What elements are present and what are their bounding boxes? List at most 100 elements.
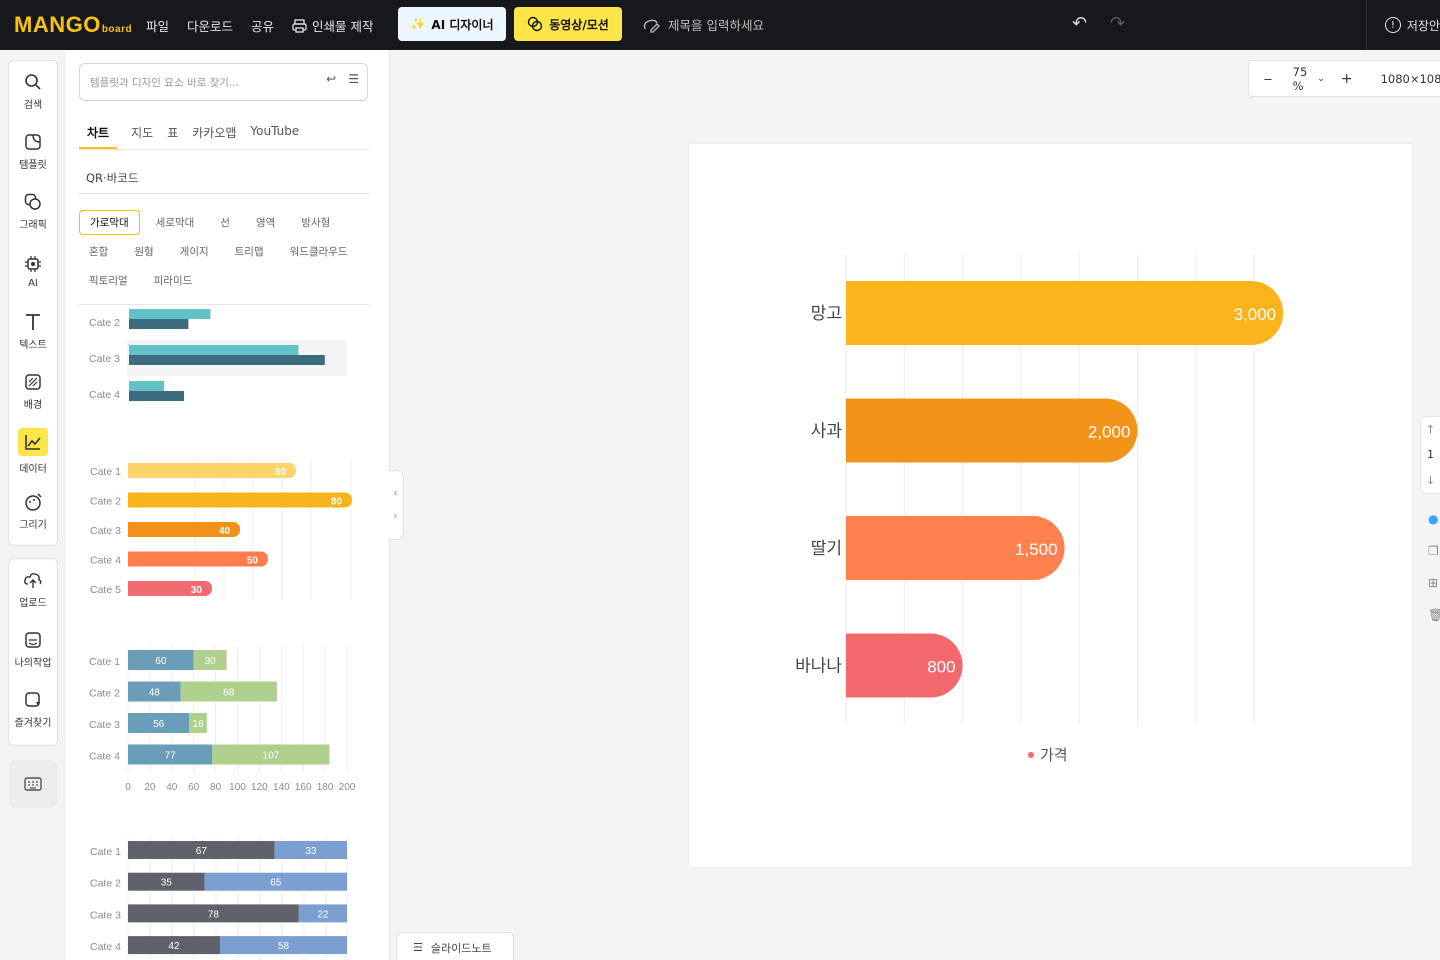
delete-icon[interactable]: 🗑 (1428, 608, 1440, 622)
rail-item-my-work[interactable]: 나의작업 (9, 619, 57, 679)
add-page-icon[interactable]: ⊞ (1428, 576, 1439, 590)
design-artboard[interactable]: 망고 3,000 사과 2,000 딸기 1,500 바나나 800 가격 (689, 144, 1412, 867)
chevron-down-icon[interactable]: ⌄ (1317, 73, 1325, 84)
subtype-gauge[interactable]: 게이지 (179, 246, 209, 258)
subtype-treemap[interactable]: 트리맵 (234, 246, 264, 258)
panel-collapse-toggle[interactable]: ‹ › (388, 470, 404, 540)
logo-suffix: board (101, 24, 133, 35)
tab-kakaomap[interactable]: 카카오맵 (192, 126, 237, 140)
ai-chip-icon (23, 254, 43, 274)
category-label: Cate 4 (89, 751, 120, 763)
bar-series-a (128, 681, 181, 702)
rail-label: 템플릿 (19, 159, 47, 171)
tab-youtube[interactable]: YouTube (250, 124, 300, 138)
value-label: 42 (168, 941, 180, 952)
subtype-wordcloud[interactable]: 워드클라우드 (289, 246, 348, 258)
arrow-up-icon[interactable]: ↑ (1425, 423, 1436, 437)
video-motion-label: 동영상/모션 (549, 17, 609, 32)
category-label: Cate 2 (89, 688, 120, 700)
bar-series-b (204, 872, 347, 891)
rail-label: 검색 (23, 99, 43, 111)
tab-chart[interactable]: 차트 (79, 122, 118, 149)
video-motion-button[interactable]: 동영상/모션 (514, 7, 622, 41)
tab-qr-barcode[interactable]: QR·바코드 (86, 171, 139, 185)
color-palette-icon[interactable]: ● (1428, 512, 1439, 526)
arrow-down-icon[interactable]: ↓ (1425, 473, 1436, 487)
rail-item-graphic[interactable]: 그래픽 (9, 181, 57, 241)
category-label: Cate 2 (90, 878, 121, 890)
data-label: 3,000 (1234, 305, 1277, 324)
thumb-stacked-bar[interactable]: 0 20 40 60 80 100 120 140 160 180 200 Cate 1 60 30 Cat… (89, 646, 356, 793)
bar-1[interactable] (846, 281, 1284, 345)
enter-icon[interactable]: ↩ (326, 72, 337, 86)
title-input[interactable]: 제목을 입력하세요 (642, 15, 764, 34)
rail-item-draw[interactable]: 그리기 (9, 481, 57, 541)
rail-item-favorite[interactable]: 즐겨찾기 (9, 679, 57, 739)
panel-tabs: 차트 지도 표 카카오맵 YouTube (79, 122, 369, 150)
menu-share[interactable]: 공유 (251, 19, 275, 34)
bar (128, 581, 212, 596)
thumb-rounded-bar[interactable]: Cate 1 60 Cate 2 80 Cate 3 40 Cate 4 50 Cate 5 30 (90, 458, 352, 600)
slide-note-label: 슬라이드노트 (430, 941, 492, 955)
list-icon: ☰ (413, 941, 423, 954)
tab-table[interactable]: 표 (167, 126, 179, 140)
copy-page-icon[interactable]: ❐ (1428, 544, 1439, 558)
chart-icon (18, 427, 48, 456)
subtype-area[interactable]: 영역 (255, 217, 276, 229)
thumb-grouped-bar[interactable]: Cate 2 Cate 3 Cate 4 (89, 309, 347, 401)
zoom-out-button[interactable]: − (1263, 71, 1273, 86)
bar-3[interactable] (846, 516, 1065, 580)
subtype-mixed[interactable]: 혼합 (89, 246, 109, 258)
save-button[interactable]: ! 저장안 (1366, 0, 1440, 50)
subtype-vertical-bar[interactable]: 세로막대 (155, 217, 195, 229)
background-icon (23, 372, 43, 392)
subtype-horizontal-bar[interactable]: 가로막대 (79, 210, 140, 235)
value-label: 30 (205, 656, 217, 667)
zoom-in-button[interactable]: + (1340, 70, 1353, 87)
advanced-search-icon[interactable]: ☰ (348, 72, 359, 86)
subtype-pictorial[interactable]: 픽토리얼 (89, 275, 128, 287)
menu-download[interactable]: 다운로드 (187, 19, 234, 34)
bar-series-b (193, 650, 227, 670)
chart-template-thumbnails[interactable]: Cate 2 Cate 3 Cate 4 Cate 1 60 Cate 2 80 Cate 3… (66, 50, 390, 960)
rail-item-background[interactable]: 배경 (9, 361, 57, 421)
subtype-line[interactable]: 선 (220, 217, 230, 229)
mango-board-logo[interactable]: MANGOboard (14, 12, 132, 38)
undo-icon[interactable]: ↶ (1072, 13, 1088, 34)
zoom-level[interactable]: 75 % (1292, 64, 1308, 93)
category-label: 딸기 (811, 539, 842, 558)
subtype-radar[interactable]: 방사형 (301, 217, 331, 229)
rail-item-chart[interactable]: 데이터 (9, 421, 57, 481)
subtype-pyramid[interactable]: 피라미드 (153, 275, 193, 287)
bar-series-b (189, 713, 207, 733)
slide-note-tab[interactable]: ☰ 슬라이드노트 (396, 932, 514, 960)
ai-designer-button[interactable]: ✨ AI 디자이너 (398, 7, 506, 41)
bar-series-a (129, 345, 299, 355)
keyboard-shortcut-button[interactable] (9, 760, 57, 808)
rail-item-search[interactable]: 검색 (9, 61, 57, 121)
canvas-size[interactable]: 1080×1080 (1380, 71, 1440, 86)
bar-series-b (129, 391, 184, 401)
bar-2[interactable] (846, 398, 1138, 463)
rail-label: 그리기 (19, 519, 47, 531)
logo-text: MANGO (14, 12, 101, 37)
page-number: 1 (1427, 448, 1434, 462)
menu-file[interactable]: 파일 (146, 19, 170, 34)
main-bar-chart[interactable]: 망고 3,000 사과 2,000 딸기 1,500 바나나 800 가격 (689, 144, 1412, 867)
rail-item-text[interactable]: 텍스트 (9, 301, 57, 361)
value-label: 30 (191, 585, 203, 596)
subtype-pie[interactable]: 원형 (134, 246, 154, 258)
value-label: 107 (263, 751, 280, 762)
thumb-percent-bar[interactable]: Cate 1 67 33 Cate 2 35 65 Cate 3 78 22 Cate 4 42 58 (90, 835, 348, 960)
rail-item-template[interactable]: 템플릿 (9, 121, 57, 181)
tab-map[interactable]: 지도 (131, 126, 154, 140)
bar-4[interactable] (846, 633, 963, 698)
menu-print[interactable]: 인쇄물 제작 (292, 16, 374, 35)
redo-icon[interactable]: ↷ (1110, 13, 1126, 34)
rail-item-ai-chip[interactable]: AI (9, 241, 57, 301)
panel-search-input[interactable]: 템플릿과 디자인 요소 바로 찾기... ↩ ☰ (79, 63, 368, 101)
value-label: 22 (317, 909, 329, 920)
rail-item-upload[interactable]: 업로드 (9, 559, 57, 619)
chart-subtypes: 가로막대 세로막대 선 영역 방사형 혼합 원형 게이지 트리맵 워드클라우드 … (79, 208, 369, 295)
category-label: Cate 1 (90, 846, 121, 858)
